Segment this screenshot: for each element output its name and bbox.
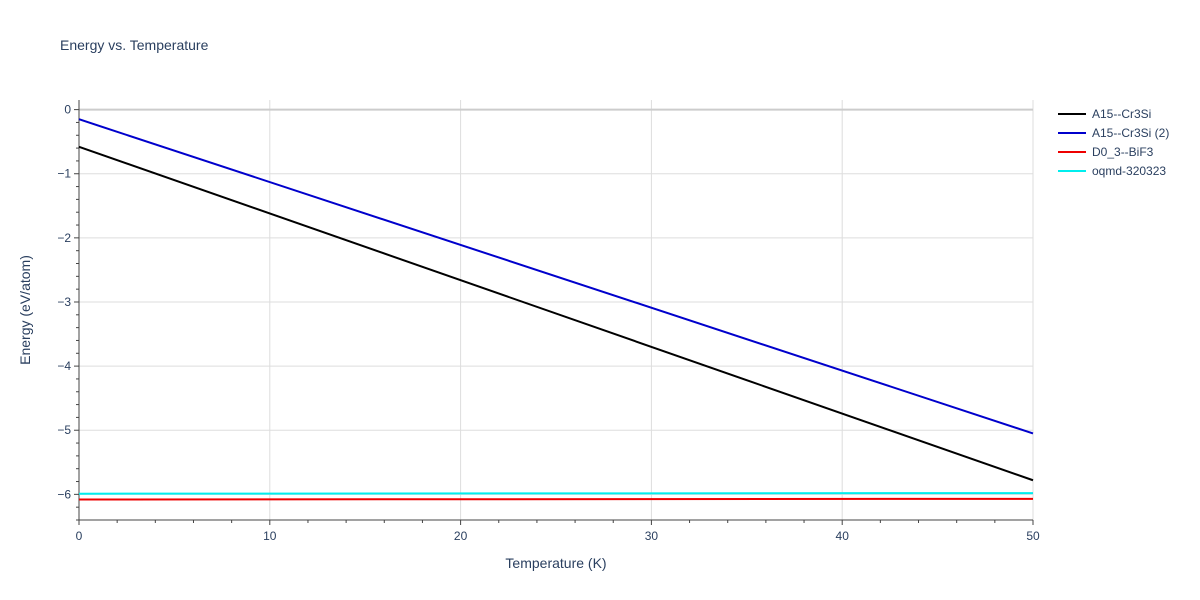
legend-item[interactable]: A15--Cr3Si (2) <box>1058 126 1169 140</box>
legend-label: A15--Cr3Si <box>1092 107 1151 121</box>
axes: 0 10 20 30 40 50 0 −1 −2 −3 −4 −5 −6 <box>57 100 1040 543</box>
legend-label: D0_3--BiF3 <box>1092 145 1154 159</box>
x-tick-label: 30 <box>645 529 659 543</box>
legend-item[interactable]: A15--Cr3Si <box>1058 107 1151 121</box>
series-line <box>78 118 1034 435</box>
legend-label: oqmd-320323 <box>1092 164 1166 178</box>
x-tick-label: 0 <box>76 529 83 543</box>
y-axis-title: Energy (eV/atom) <box>17 255 33 365</box>
y-tick-label: 0 <box>64 103 71 117</box>
series-lines <box>78 118 1034 501</box>
x-tick-label: 50 <box>1026 529 1040 543</box>
y-tick-label: −6 <box>57 487 71 501</box>
y-tick-label: −5 <box>57 423 71 437</box>
y-tick-label: −4 <box>57 359 71 373</box>
legend-item[interactable]: D0_3--BiF3 <box>1058 145 1154 159</box>
grid <box>79 100 1034 520</box>
x-tick-label: 40 <box>836 529 850 543</box>
legend-item[interactable]: oqmd-320323 <box>1058 164 1166 178</box>
legend[interactable]: A15--Cr3Si A15--Cr3Si (2) D0_3--BiF3 oqmd-3… <box>1058 107 1169 178</box>
x-axis-title: Temperature (K) <box>505 555 606 571</box>
chart-title: Energy vs. Temperature <box>60 37 209 53</box>
series-line <box>78 492 1034 495</box>
series-line <box>78 145 1034 482</box>
y-tick-label: −3 <box>57 295 71 309</box>
series-line <box>78 497 1034 501</box>
x-tick-label: 10 <box>263 529 277 543</box>
y-tick-label: −1 <box>57 167 71 181</box>
x-tick-label: 20 <box>454 529 468 543</box>
legend-label: A15--Cr3Si (2) <box>1092 126 1169 140</box>
y-tick-label: −2 <box>57 231 71 245</box>
